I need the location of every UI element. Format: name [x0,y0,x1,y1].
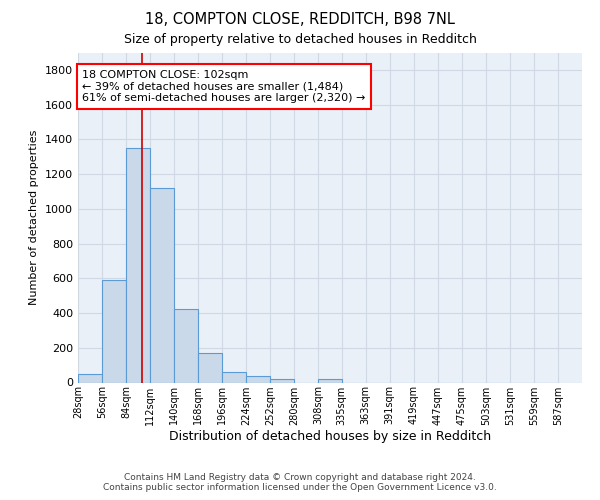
Bar [126,148,150,382]
Text: Size of property relative to detached houses in Redditch: Size of property relative to detached ho… [124,32,476,46]
Bar [198,353,222,382]
Y-axis label: Number of detached properties: Number of detached properties [29,130,40,305]
Bar [271,379,295,382]
Text: 18 COMPTON CLOSE: 102sqm
← 39% of detached houses are smaller (1,484)
61% of sem: 18 COMPTON CLOSE: 102sqm ← 39% of detach… [82,70,365,103]
Bar [78,374,102,382]
Text: 18, COMPTON CLOSE, REDDITCH, B98 7NL: 18, COMPTON CLOSE, REDDITCH, B98 7NL [145,12,455,28]
Text: Contains HM Land Registry data © Crown copyright and database right 2024.
Contai: Contains HM Land Registry data © Crown c… [103,473,497,492]
Bar [319,379,343,382]
X-axis label: Distribution of detached houses by size in Redditch: Distribution of detached houses by size … [169,430,491,444]
Bar [150,188,174,382]
Bar [222,372,246,382]
Bar [174,308,198,382]
Bar [102,280,126,382]
Bar [246,376,271,382]
